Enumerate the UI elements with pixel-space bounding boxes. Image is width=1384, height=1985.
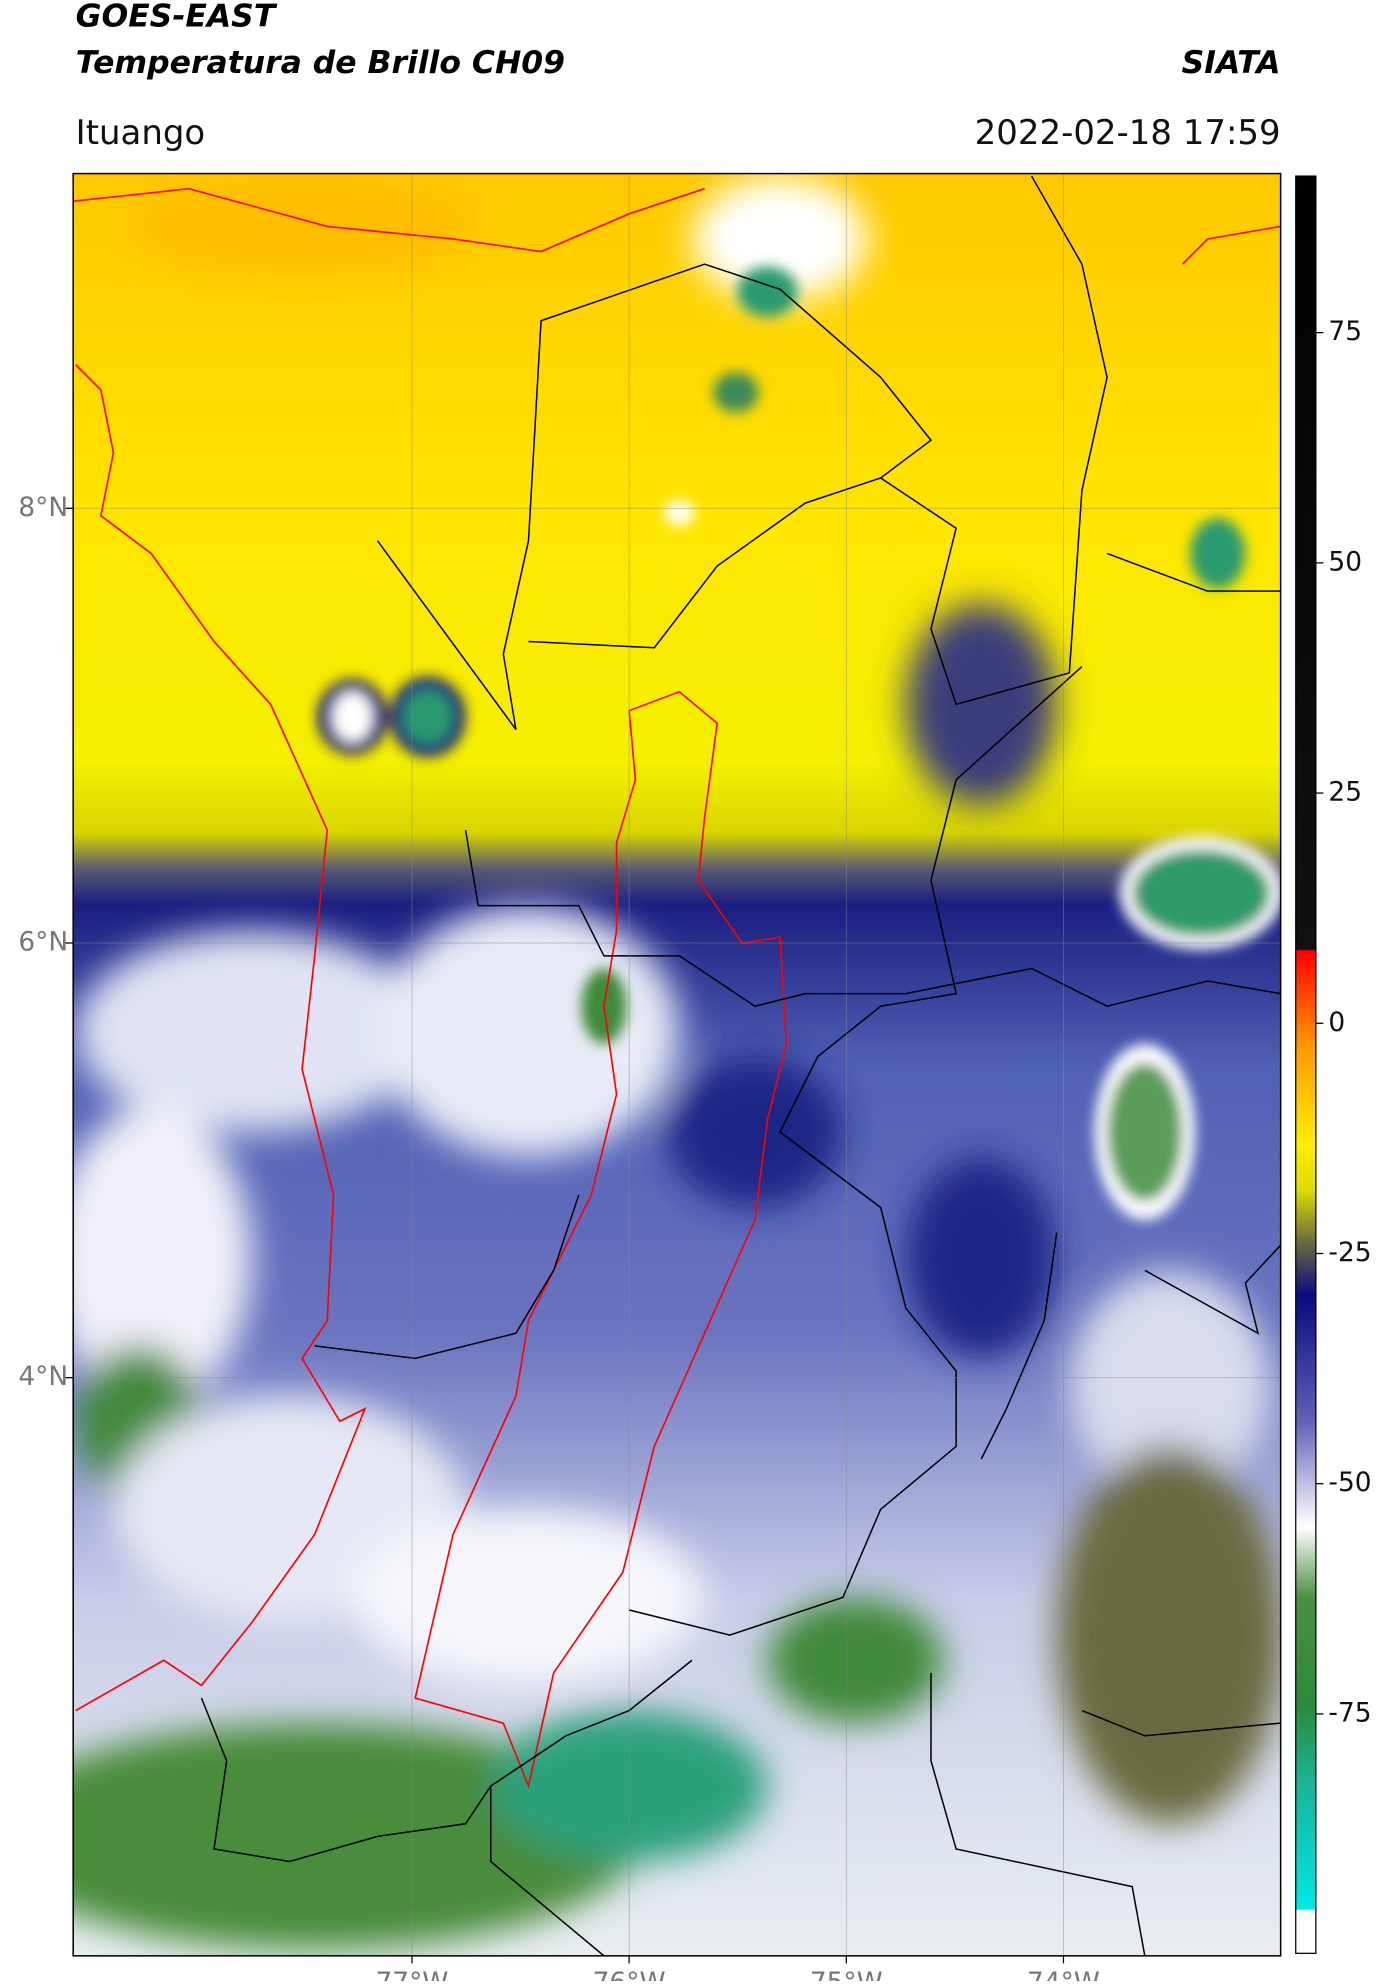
x-tick-label: 77°W: [375, 1967, 448, 1981]
timestamp: 2022-02-18 17:59: [975, 113, 1281, 153]
colorbar-tick-label: -25: [1328, 1237, 1371, 1268]
colorbar: [1295, 175, 1317, 1954]
map-frame: [72, 172, 1282, 1957]
colorbar-tick-label: 50: [1328, 546, 1362, 577]
satellite-image: [73, 173, 1281, 1956]
colorbar-tick-label: 75: [1328, 316, 1362, 347]
y-tick-label: 4°N: [18, 1361, 68, 1392]
colorbar-tick-label: 25: [1328, 777, 1362, 808]
x-tick-label: 75°W: [810, 1967, 883, 1981]
x-tick-label: 74°W: [1027, 1967, 1100, 1981]
agency: SIATA: [1182, 45, 1281, 81]
y-tick-label: 6°N: [18, 926, 68, 957]
location: Ituango: [76, 113, 206, 153]
colorbar-tick-label: -50: [1328, 1467, 1371, 1498]
x-tick-label: 76°W: [593, 1967, 666, 1981]
y-tick-label: 8°N: [18, 492, 68, 523]
title: GOES-EAST: [76, 0, 278, 35]
subtitle: Temperatura de Brillo CH09: [76, 45, 565, 81]
colorbar-tick-label: 0: [1328, 1007, 1345, 1038]
colorbar-tick-label: -75: [1328, 1697, 1371, 1728]
